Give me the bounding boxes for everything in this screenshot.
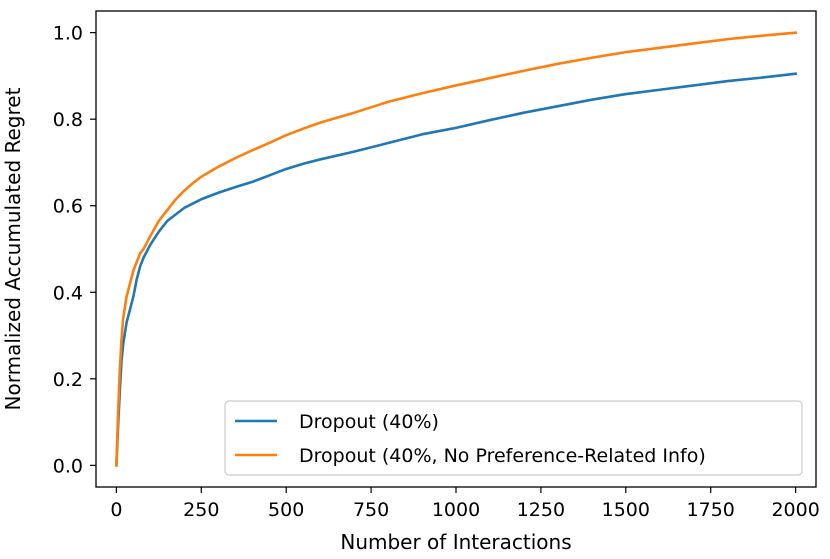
x-tick-label: 1000 xyxy=(432,499,480,521)
series-layer xyxy=(115,31,798,467)
x-tick-label: 1250 xyxy=(517,499,565,521)
y-axis-label: Normalized Accumulated Regret xyxy=(1,87,25,410)
legend-label: Dropout (40%) xyxy=(299,411,439,433)
x-axis: 0 250 500 750 1000 1250 1500 1750 2000 xyxy=(110,487,820,521)
series-line-1 xyxy=(115,72,798,467)
x-tick-label: 500 xyxy=(268,499,304,521)
x-tick-label: 750 xyxy=(353,499,389,521)
series-line-2 xyxy=(115,31,798,467)
y-tick-label: 0.2 xyxy=(53,369,83,391)
x-axis-label: Number of Interactions xyxy=(340,530,571,554)
x-tick-label: 1500 xyxy=(602,499,650,521)
y-tick-label: 0.8 xyxy=(53,109,83,131)
legend-label: Dropout (40%, No Preference-Related Info… xyxy=(299,445,706,467)
legend-box xyxy=(224,400,803,476)
y-tick-label: 0.4 xyxy=(53,282,83,304)
x-tick-label: 2000 xyxy=(771,499,819,521)
x-tick-label: 0 xyxy=(110,499,122,521)
legend: Dropout (40%) Dropout (40%, No Preference… xyxy=(224,400,803,476)
y-tick-label: 1.0 xyxy=(53,23,83,45)
y-tick-label: 0.6 xyxy=(53,196,83,218)
x-tick-label: 250 xyxy=(183,499,219,521)
x-tick-label: 1750 xyxy=(687,499,735,521)
y-axis: 0.0 0.2 0.4 0.6 0.8 1.0 xyxy=(53,23,96,477)
y-tick-label: 0.0 xyxy=(53,455,83,477)
